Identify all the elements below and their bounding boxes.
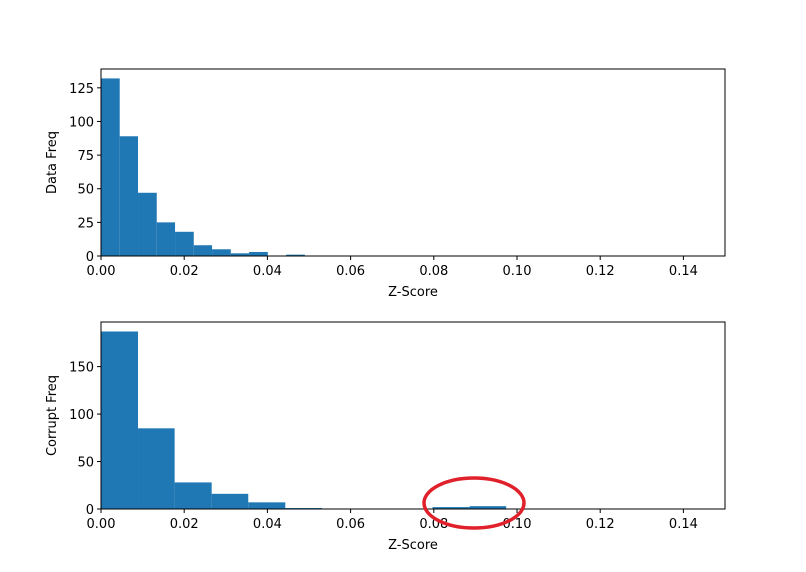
y-tick-label: 125 [69, 82, 94, 97]
y-tick-label: 50 [77, 456, 94, 471]
y-axis-label: Corrupt Freq [45, 375, 60, 456]
highlight-circle [422, 476, 526, 530]
bar [212, 249, 231, 256]
y-tick-label: 25 [77, 216, 94, 231]
x-tick-label: 0.00 [87, 264, 116, 279]
bar [230, 253, 250, 256]
x-tick-label: 0.12 [586, 264, 615, 279]
x-axis-label: Z-Score [388, 285, 438, 300]
y-tick-label: 100 [69, 408, 94, 423]
bar [175, 231, 194, 256]
y-tick-label: 75 [77, 149, 94, 164]
y-axis-label: Data Freq [45, 131, 60, 194]
x-tick-label: 0.12 [586, 517, 615, 532]
bar [432, 507, 470, 509]
bar [211, 493, 249, 509]
y-tick-label: 50 [77, 183, 94, 198]
bar [156, 222, 176, 256]
bar [138, 428, 175, 509]
x-tick-label: 0.00 [87, 517, 116, 532]
x-tick-label: 0.14 [669, 517, 698, 532]
y-tick-label: 100 [69, 115, 94, 130]
bar [469, 506, 507, 509]
x-tick-label: 0.06 [336, 264, 365, 279]
y-tick-label: 150 [69, 361, 94, 376]
bar [174, 482, 212, 509]
bar [101, 331, 139, 509]
bar [248, 502, 286, 509]
bar [193, 245, 213, 256]
bar [249, 251, 268, 256]
x-tick-label: 0.04 [253, 264, 282, 279]
x-tick-label: 0.06 [336, 517, 365, 532]
x-tick-label: 0.10 [503, 264, 532, 279]
axes-frame [100, 68, 726, 257]
bar [119, 136, 139, 256]
bar [138, 192, 157, 256]
bar [286, 254, 305, 256]
y-tick-label: 0 [86, 250, 94, 265]
bar [101, 78, 120, 256]
x-tick-label: 0.04 [253, 517, 282, 532]
axes-frame [100, 321, 726, 510]
x-tick-label: 0.02 [170, 264, 199, 279]
y-tick-label: 0 [86, 503, 94, 518]
x-axis-label: Z-Score [388, 538, 438, 553]
x-tick-label: 0.08 [419, 264, 448, 279]
x-tick-label: 0.14 [669, 264, 698, 279]
x-tick-label: 0.02 [170, 517, 199, 532]
x-tick-label: 0.10 [503, 517, 532, 532]
